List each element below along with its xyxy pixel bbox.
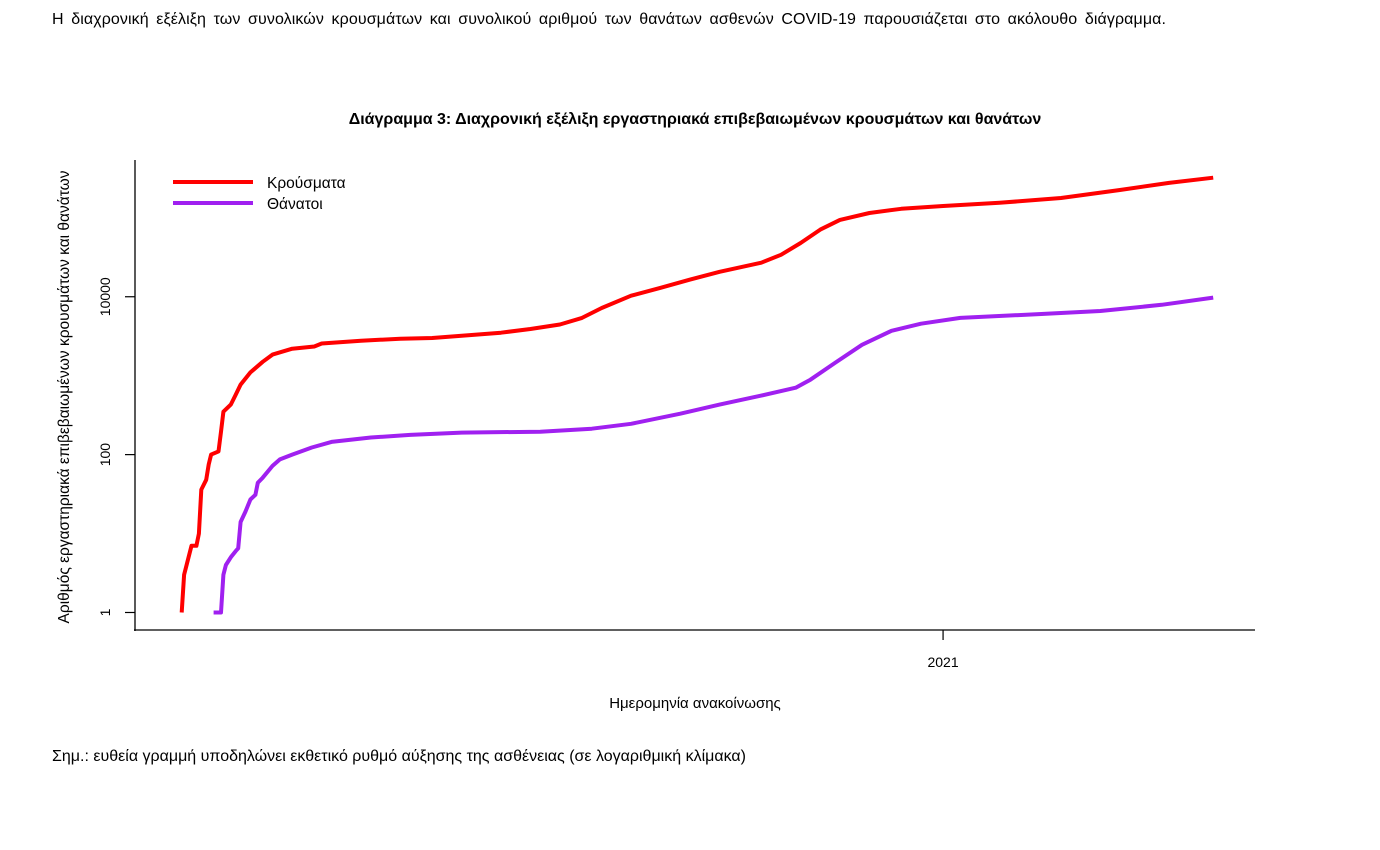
- y-tick-label: 1: [97, 608, 113, 616]
- series-line-deaths: [213, 295, 1214, 615]
- x-tick-label: 2021: [927, 654, 958, 670]
- chart-note: Σημ.: ευθεία γραμμή υποδηλώνει εκθετικό …: [52, 748, 746, 765]
- y-tick-label: 10000: [97, 277, 113, 316]
- legend: Κρούσματα Θάνατοι: [173, 175, 346, 213]
- series-line-cases: [179, 175, 1214, 613]
- intro-paragraph: Η διαχρονική εξέλιξη των συνολικών κρουσ…: [52, 11, 1167, 28]
- chart-title: Διάγραμμα 3: Διαχρονική εξέλιξη εργαστηρ…: [349, 111, 1042, 128]
- legend-label-deaths: Θάνατοι: [267, 196, 323, 213]
- x-axis-label: Ημερομηνία ανακοίνωσης: [609, 695, 781, 712]
- y-tick-label: 100: [97, 443, 113, 467]
- y-axis-label: Αριθμός εργαστηριακά επιβεβαιωμένων κρου…: [56, 170, 73, 623]
- legend-label-cases: Κρούσματα: [267, 175, 346, 192]
